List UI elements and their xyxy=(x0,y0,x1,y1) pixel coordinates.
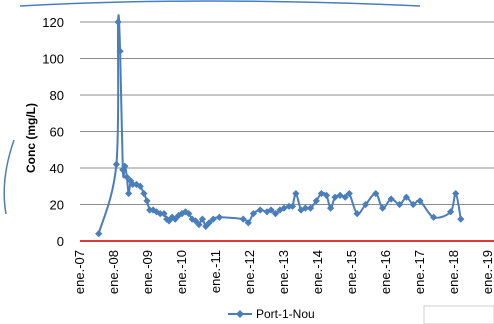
y-tick-label: 80 xyxy=(50,88,64,103)
data-point xyxy=(244,219,252,227)
data-point xyxy=(301,204,310,212)
data-point xyxy=(195,220,203,229)
data-point xyxy=(239,215,247,223)
y-tick-label: 120 xyxy=(42,15,64,30)
data-point xyxy=(288,202,297,210)
data-point xyxy=(215,213,223,221)
data-point xyxy=(292,189,300,198)
series-layer xyxy=(95,14,465,238)
x-tick-label: ene.-16 xyxy=(378,250,393,294)
x-tick-label: ene.-14 xyxy=(310,250,325,294)
x-tick-label: ene.-18 xyxy=(446,250,461,294)
data-point xyxy=(326,204,335,212)
data-point xyxy=(116,47,124,55)
data-point xyxy=(345,189,353,198)
y-tick-label: 20 xyxy=(50,198,64,213)
x-tick-label: ene.-10 xyxy=(174,250,189,294)
data-point xyxy=(95,230,103,238)
data-point xyxy=(121,162,129,170)
x-axis-tick-labels: ene.-07 ene.-08 ene.-09 ene.-10 ene.-11 ene.-… xyxy=(72,250,494,294)
data-point xyxy=(156,210,164,218)
data-point xyxy=(402,193,410,201)
data-point xyxy=(322,191,331,199)
data-point xyxy=(336,191,344,199)
data-point xyxy=(160,210,168,218)
x-tick-label: ene.-15 xyxy=(344,250,359,294)
data-point xyxy=(140,189,148,198)
data-point xyxy=(205,219,213,227)
legend-marker-swatch xyxy=(236,310,244,318)
y-tick-label: 100 xyxy=(42,52,64,67)
data-point xyxy=(452,189,460,198)
data-point xyxy=(123,173,131,181)
data-point xyxy=(267,206,275,214)
data-point xyxy=(271,210,280,218)
x-tick-label: ene.-08 xyxy=(106,250,121,294)
data-point xyxy=(457,215,465,223)
data-point xyxy=(112,160,120,168)
data-point xyxy=(362,200,370,209)
decorative-swoosh-left xyxy=(3,139,15,215)
x-tick-label: ene.-11 xyxy=(208,250,223,293)
data-point xyxy=(379,204,387,212)
x-tick-label: ene.-12 xyxy=(242,250,257,294)
data-point xyxy=(341,193,349,201)
data-point xyxy=(312,197,320,205)
y-tick-label: 60 xyxy=(50,125,64,140)
data-point xyxy=(409,200,417,209)
y-tick-label: 40 xyxy=(50,161,64,176)
data-point xyxy=(129,180,137,189)
data-point xyxy=(143,197,151,205)
data-point xyxy=(353,210,361,218)
overlay-box xyxy=(423,305,494,324)
legend-label: Port-1-Nou xyxy=(256,307,315,321)
y-axis-title: Conc (mg/L) xyxy=(24,103,38,173)
data-point xyxy=(136,182,144,190)
data-point xyxy=(447,208,455,216)
data-point xyxy=(317,189,325,198)
data-point xyxy=(249,210,257,218)
data-point xyxy=(185,210,193,218)
data-point xyxy=(256,206,264,214)
data-point xyxy=(396,200,404,209)
x-tick-label: ene.-09 xyxy=(140,250,155,294)
data-point xyxy=(209,215,217,223)
data-point xyxy=(114,18,122,26)
data-point xyxy=(306,204,315,212)
data-point xyxy=(372,189,380,198)
x-tick-label: ene.-19 xyxy=(480,250,494,294)
x-tick-label: ene.-17 xyxy=(412,250,427,294)
x-tick-label: ene.-13 xyxy=(276,250,291,294)
data-point xyxy=(198,215,206,223)
data-point xyxy=(416,197,424,205)
legend: Port-1-Nou xyxy=(228,307,315,321)
y-tick-label: 0 xyxy=(57,234,64,249)
data-point xyxy=(125,189,133,198)
x-tick-label: ene.-07 xyxy=(72,250,87,294)
decorative-swoosh-top xyxy=(19,0,421,7)
data-point xyxy=(430,213,438,221)
y-axis-tick-labels: 0 20 40 60 80 100 120 xyxy=(42,15,64,249)
data-point xyxy=(387,195,395,203)
